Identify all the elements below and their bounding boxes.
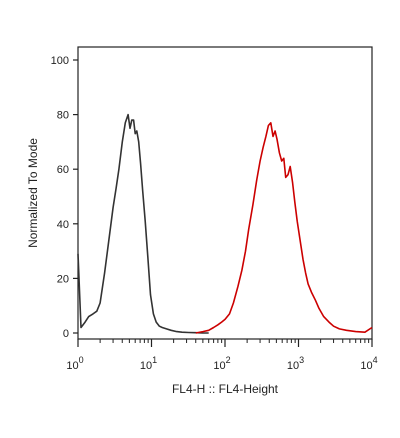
y-axis: 0 20 40 60 80 100	[51, 55, 78, 340]
x-tick-label: 101	[140, 355, 157, 372]
y-tick-label: 40	[57, 219, 69, 231]
plot-frame	[77, 46, 373, 340]
x-tick-label: 104	[360, 355, 377, 372]
series-line-1	[77, 113, 209, 334]
y-tick-label: 20	[57, 273, 69, 285]
x-tick-label: 103	[287, 355, 304, 372]
y-tick-label: 100	[51, 55, 69, 67]
y-tick-label: 0	[63, 328, 69, 340]
series-layer	[77, 113, 373, 334]
x-axis: 100 101 102 103 104	[66, 339, 378, 372]
series-line-2	[195, 122, 373, 334]
y-tick-label: 80	[57, 110, 69, 122]
x-axis-title: FL4-H :: FL4-Height	[172, 382, 279, 396]
y-tick-label: 60	[57, 164, 69, 176]
y-axis-title: Normalized To Mode	[26, 138, 40, 248]
x-tick-label: 102	[213, 355, 230, 372]
x-tick-label: 100	[66, 355, 83, 372]
